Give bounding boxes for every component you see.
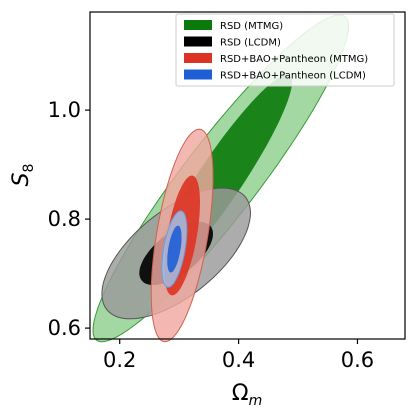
contour-layer (92, 14, 350, 343)
legend: RSD (MTMG) RSD (LCDM) RSD+BAO+Pantheon (MT… (175, 13, 395, 87)
legend-swatch (184, 53, 212, 63)
y-tick-label: 0.8 (48, 207, 81, 231)
legend-swatch (184, 36, 212, 47)
contour-series-4 (161, 210, 188, 288)
x-tick-label: 0.2 (103, 348, 136, 372)
x-tick-label: 0.4 (222, 348, 255, 372)
x-tick-label: 0.6 (341, 348, 374, 372)
contour-inner-4 (167, 225, 182, 273)
y-tick-label: 1.0 (48, 98, 81, 122)
legend-label: RSD (LCDM) (220, 38, 281, 49)
axis-ticks: 0.2 0.4 0.6 0.6 0.8 1.0 (48, 98, 375, 372)
legend-swatch (184, 69, 212, 80)
legend-label: RSD (MTMG) (220, 21, 283, 32)
legend-box (175, 13, 395, 87)
y-axis-label: S8 (9, 164, 37, 187)
y-tick-label: 0.6 (48, 316, 81, 340)
legend-label: RSD+BAO+Pantheon (LCDM) (220, 71, 366, 82)
legend-swatch (184, 20, 212, 30)
x-axis-label: Ωm (232, 381, 262, 409)
plot-frame (89, 11, 406, 340)
legend-label: RSD+BAO+Pantheon (MTMG) (220, 54, 368, 65)
